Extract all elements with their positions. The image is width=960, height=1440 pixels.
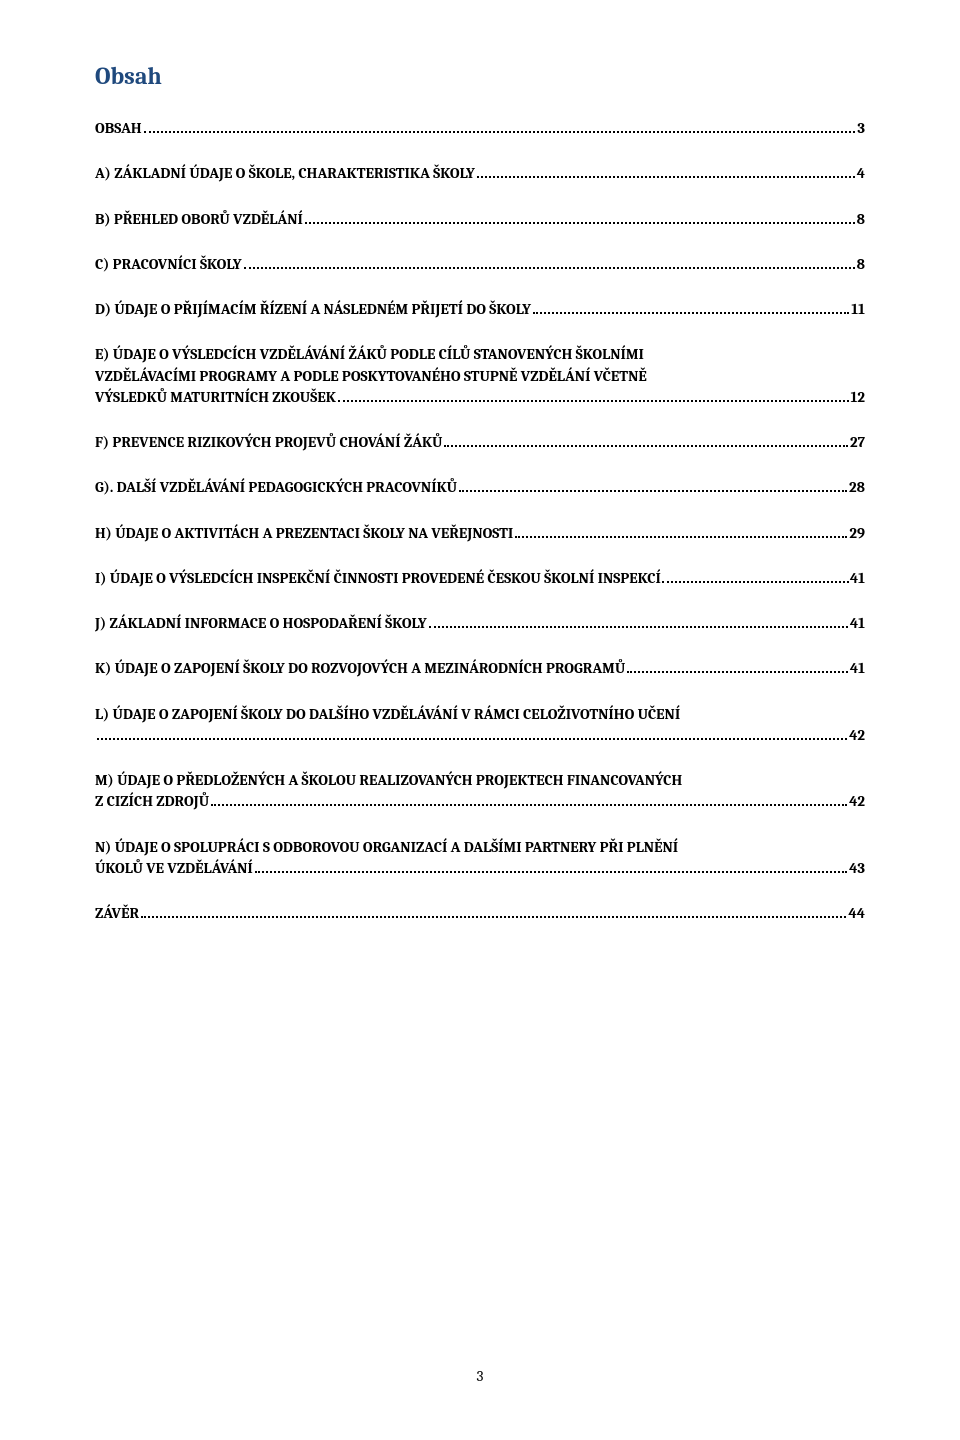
toc-entry-page: 27 — [850, 432, 865, 452]
toc-entry-page: 41 — [850, 568, 865, 588]
toc-entry[interactable]: L) ÚDAJE O ZAPOJENÍ ŠKOLY DO DALŠÍHO VZD… — [95, 704, 865, 746]
toc-entry-text-line: N) ÚDAJE O SPOLUPRÁCI S ODBOROVOU ORGANI… — [95, 837, 865, 857]
toc-entry-text: I) ÚDAJE O VÝSLEDCÍCH INSPEKČNÍ ČINNOSTI… — [95, 568, 661, 588]
toc-entry[interactable]: I) ÚDAJE O VÝSLEDCÍCH INSPEKČNÍ ČINNOSTI… — [95, 568, 865, 588]
toc-entry[interactable]: H) ÚDAJE O AKTIVITÁCH A PREZENTACI ŠKOLY… — [95, 523, 865, 543]
toc-entry[interactable]: G). DALŠÍ VZDĚLÁVÁNÍ PEDAGOGICKÝCH PRACO… — [95, 477, 865, 497]
toc-entry-text: ZÁVĚR — [95, 903, 139, 923]
toc-entry-text: H) ÚDAJE O AKTIVITÁCH A PREZENTACI ŠKOLY… — [95, 523, 513, 543]
toc-leader — [211, 804, 847, 806]
toc-entry-page: 3 — [857, 118, 865, 138]
toc-leader — [97, 738, 847, 740]
toc-entry[interactable]: N) ÚDAJE O SPOLUPRÁCI S ODBOROVOU ORGANI… — [95, 837, 865, 879]
toc-leader — [444, 445, 848, 447]
toc-entry[interactable]: F) PREVENCE RIZIKOVÝCH PROJEVŮ CHOVÁNÍ Ž… — [95, 432, 865, 452]
toc-entry-text: D) ÚDAJE O PŘIJÍMACÍM ŘÍZENÍ A NÁSLEDNÉM… — [95, 299, 531, 319]
toc-entry-text-line: M) ÚDAJE O PŘEDLOŽENÝCH A ŠKOLOU REALIZO… — [95, 770, 865, 790]
toc-entry[interactable]: ZÁVĚR 44 — [95, 903, 865, 923]
toc-entry-page: 8 — [857, 209, 865, 229]
toc-entry-text: C) PRACOVNÍCI ŠKOLY — [95, 254, 242, 274]
toc-entry-page: 41 — [850, 658, 865, 678]
toc-entry-text: VÝSLEDKŮ MATURITNÍCH ZKOUŠEK — [95, 387, 336, 407]
toc-entry-page: 4 — [857, 163, 865, 183]
toc-entry[interactable]: M) ÚDAJE O PŘEDLOŽENÝCH A ŠKOLOU REALIZO… — [95, 770, 865, 812]
toc-entry-text: OBSAH — [95, 118, 142, 138]
toc-entry-last-line: VÝSLEDKŮ MATURITNÍCH ZKOUŠEK 12 — [95, 387, 865, 407]
toc-entry-page: 28 — [849, 477, 865, 497]
toc-entry-page: 11 — [851, 299, 865, 319]
toc-leader — [338, 400, 849, 402]
toc-entry-text: ÚKOLŮ VE VZDĚLÁVÁNÍ — [95, 858, 253, 878]
toc-entry[interactable]: C) PRACOVNÍCI ŠKOLY 8 — [95, 254, 865, 274]
toc-entry-text-line: E) ÚDAJE O VÝSLEDCÍCH VZDĚLÁVÁNÍ ŽÁKŮ PO… — [95, 344, 865, 364]
document-page: Obsah OBSAH 3 A) ZÁKLADNÍ ÚDAJE O ŠKOLE, C… — [0, 0, 960, 1440]
toc-entry[interactable]: OBSAH 3 — [95, 118, 865, 138]
toc-leader — [627, 671, 848, 673]
toc-entry-page: 42 — [849, 725, 865, 745]
toc-leader — [533, 312, 849, 314]
page-number: 3 — [0, 1367, 960, 1385]
toc-entry-last-line: ÚKOLŮ VE VZDĚLÁVÁNÍ 43 — [95, 858, 865, 878]
toc-entry-text: G). DALŠÍ VZDĚLÁVÁNÍ PEDAGOGICKÝCH PRACO… — [95, 477, 457, 497]
toc-entry[interactable]: B) PŘEHLED OBORŮ VZDĚLÁNÍ 8 — [95, 209, 865, 229]
toc-entry[interactable]: D) ÚDAJE O PŘIJÍMACÍM ŘÍZENÍ A NÁSLEDNÉM… — [95, 299, 865, 319]
toc-entry-text: B) PŘEHLED OBORŮ VZDĚLÁNÍ — [95, 209, 303, 229]
toc-entry-text: Z CIZÍCH ZDROJŮ — [95, 791, 209, 811]
toc-entry-page: 42 — [849, 791, 865, 811]
toc-leader — [662, 581, 849, 583]
toc-entry-page: 41 — [850, 613, 865, 633]
toc-entry[interactable]: K) ÚDAJE O ZAPOJENÍ ŠKOLY DO ROZVOJOVÝCH… — [95, 658, 865, 678]
table-of-contents: OBSAH 3 A) ZÁKLADNÍ ÚDAJE O ŠKOLE, CHARAKT… — [95, 118, 865, 923]
toc-entry-last-line: Z CIZÍCH ZDROJŮ 42 — [95, 791, 865, 811]
toc-entry-page: 43 — [849, 858, 865, 878]
toc-entry-page: 29 — [849, 523, 865, 543]
toc-entry-text: K) ÚDAJE O ZAPOJENÍ ŠKOLY DO ROZVOJOVÝCH… — [95, 658, 625, 678]
toc-entry-text-line: VZDĚLÁVACÍMI PROGRAMY A PODLE POSKYTOVAN… — [95, 366, 865, 386]
toc-leader — [305, 222, 855, 224]
toc-entry[interactable]: A) ZÁKLADNÍ ÚDAJE O ŠKOLE, CHARAKTERISTI… — [95, 163, 865, 183]
toc-entry[interactable]: J) ZÁKLADNÍ INFORMACE O HOSPODAŘENÍ ŠKOL… — [95, 613, 865, 633]
toc-leader — [141, 916, 846, 918]
page-title: Obsah — [95, 62, 865, 90]
toc-leader — [515, 536, 847, 538]
toc-entry-text-line: L) ÚDAJE O ZAPOJENÍ ŠKOLY DO DALŠÍHO VZD… — [95, 704, 865, 724]
toc-entry-text: F) PREVENCE RIZIKOVÝCH PROJEVŮ CHOVÁNÍ Ž… — [95, 432, 442, 452]
toc-leader — [255, 871, 847, 873]
toc-entry-last-line: 42 — [95, 725, 865, 745]
toc-entry[interactable]: E) ÚDAJE O VÝSLEDCÍCH VZDĚLÁVÁNÍ ŽÁKŮ PO… — [95, 344, 865, 407]
toc-leader — [429, 626, 848, 628]
toc-leader — [244, 267, 855, 269]
toc-leader — [144, 131, 856, 133]
toc-entry-page: 12 — [851, 387, 865, 407]
toc-entry-page: 44 — [848, 903, 865, 923]
toc-leader — [459, 490, 847, 492]
toc-entry-text: A) ZÁKLADNÍ ÚDAJE O ŠKOLE, CHARAKTERISTI… — [95, 163, 475, 183]
toc-leader — [477, 176, 855, 178]
toc-entry-page: 8 — [857, 254, 865, 274]
toc-entry-text: J) ZÁKLADNÍ INFORMACE O HOSPODAŘENÍ ŠKOL… — [95, 613, 427, 633]
